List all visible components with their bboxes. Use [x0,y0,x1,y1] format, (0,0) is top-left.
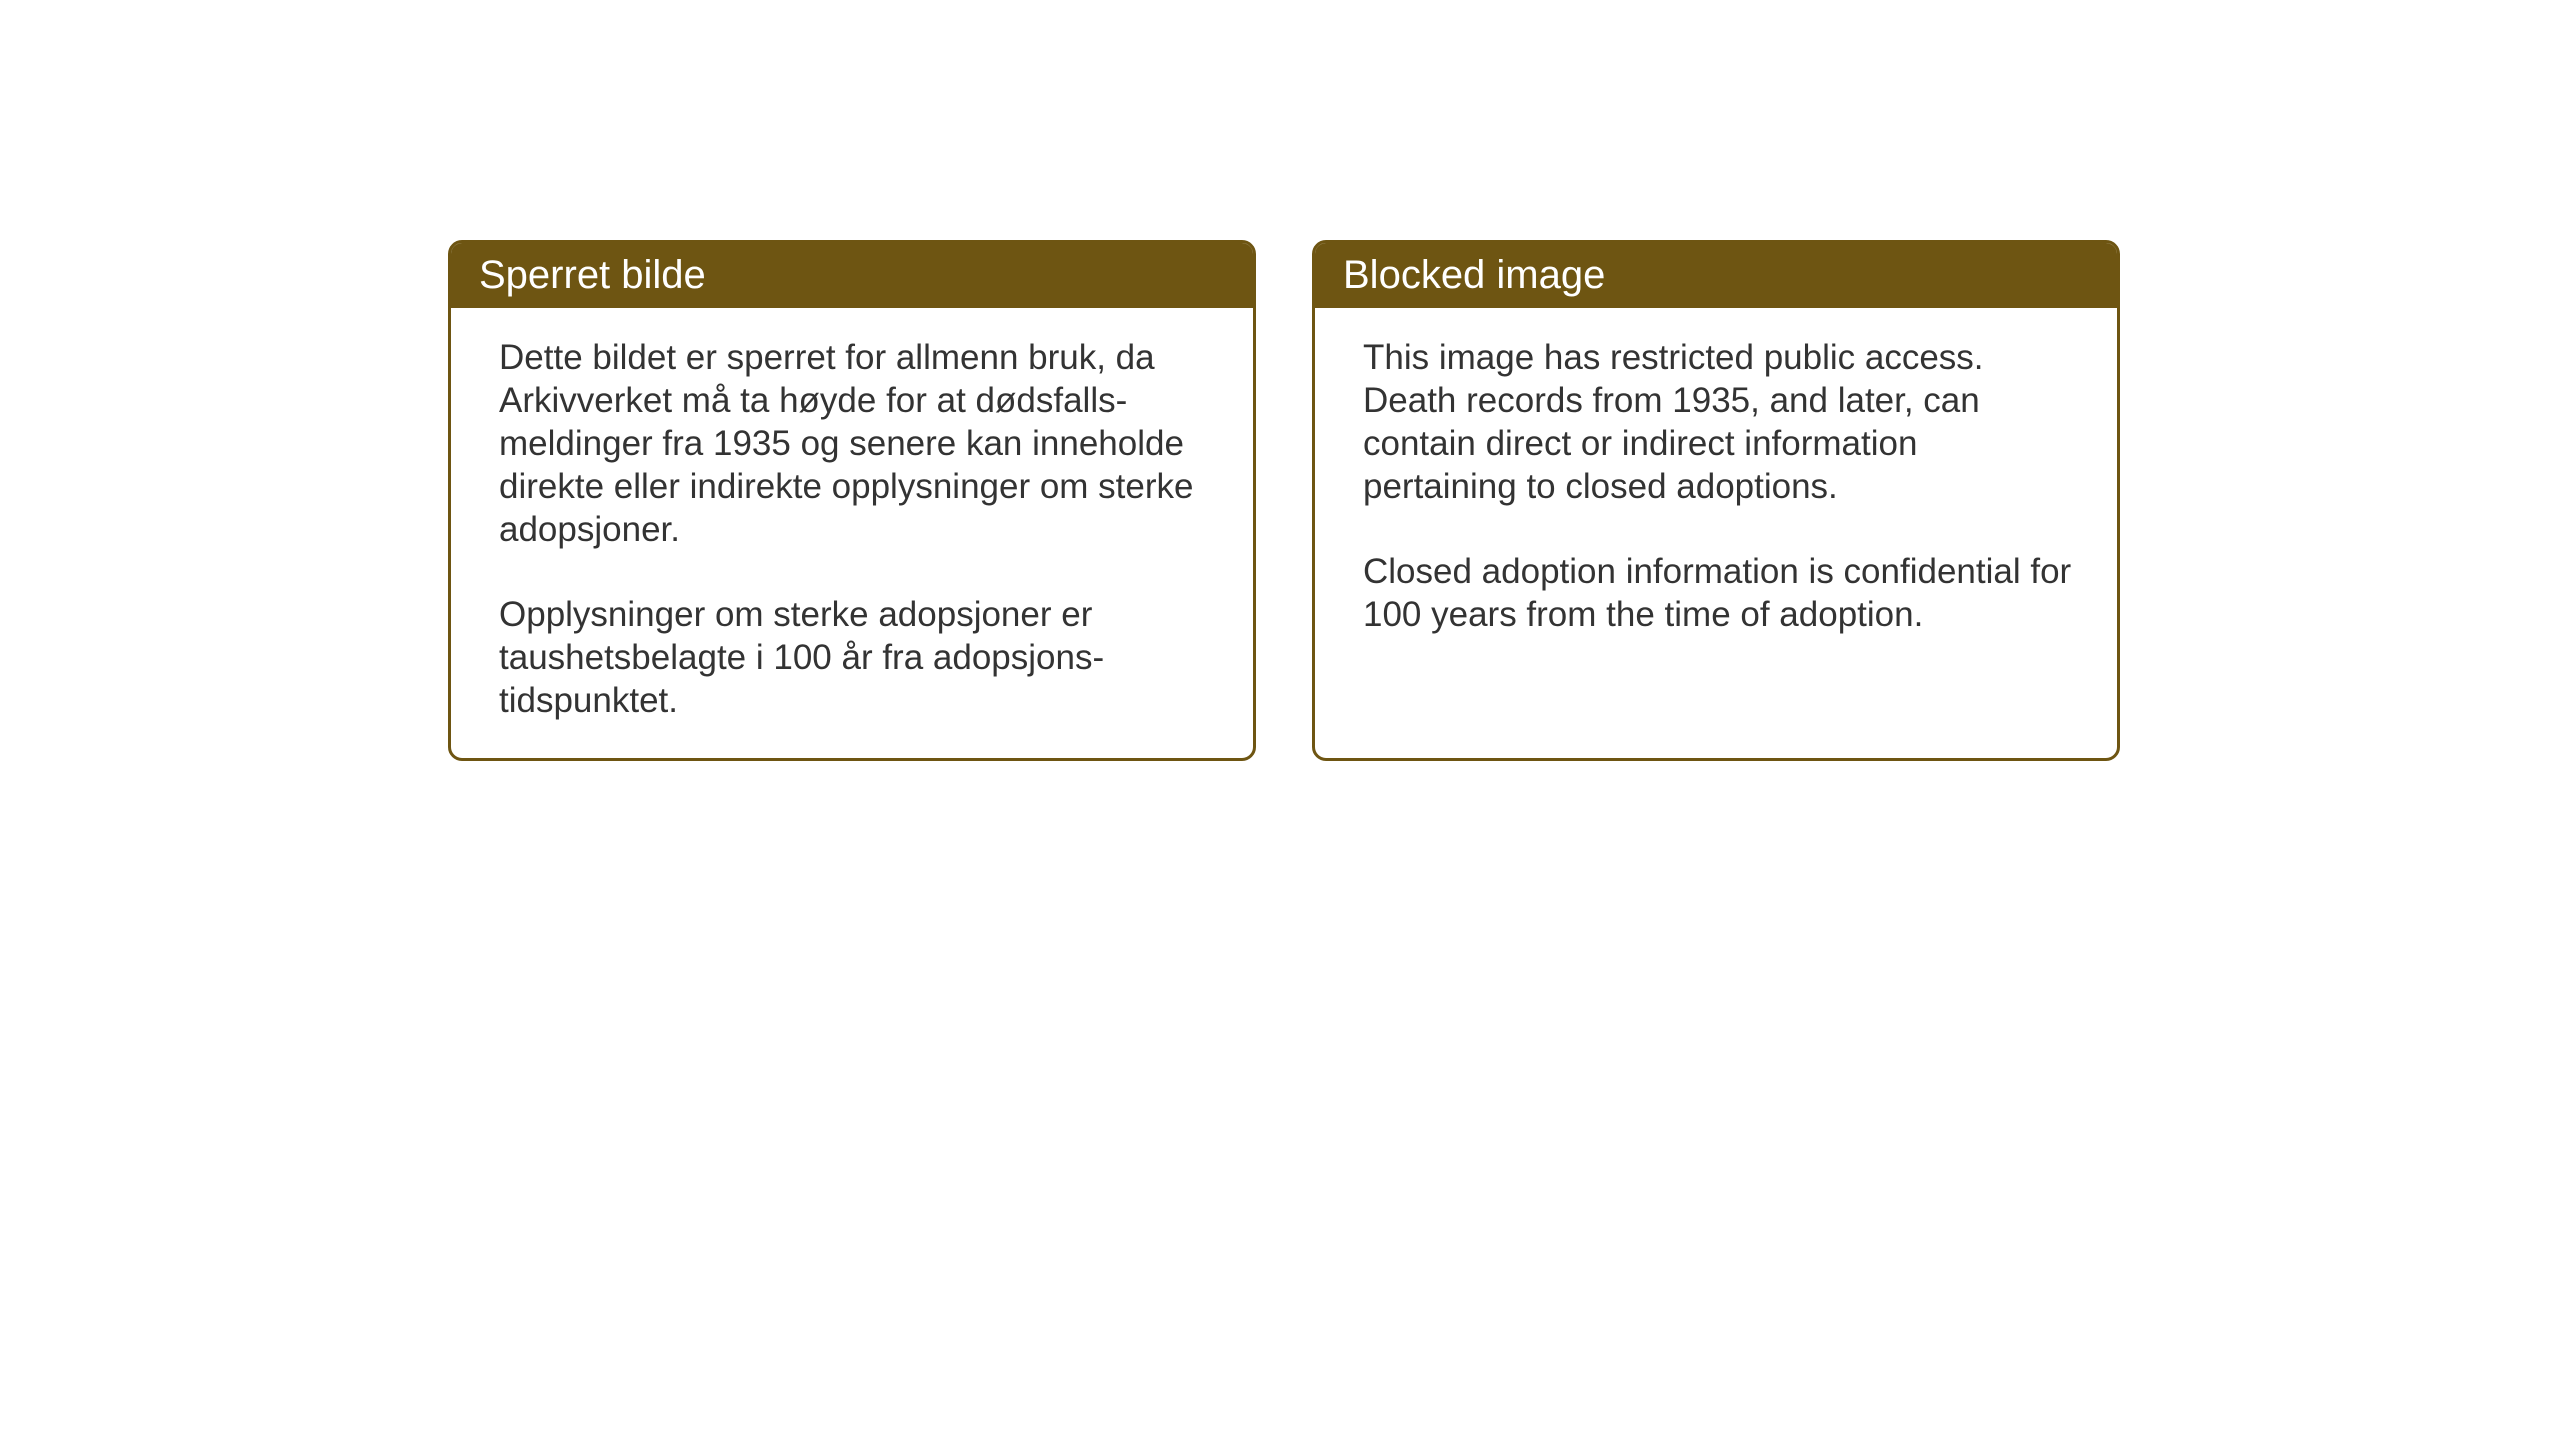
norwegian-paragraph-1: Dette bildet er sperret for allmenn bruk… [499,336,1213,551]
norwegian-paragraph-2: Opplysninger om sterke adopsjoner er tau… [499,593,1213,722]
english-card-title: Blocked image [1315,243,2117,308]
notice-container: Sperret bilde Dette bildet er sperret fo… [448,240,2120,761]
english-card-body: This image has restricted public access.… [1315,308,2117,672]
norwegian-card-title: Sperret bilde [451,243,1253,308]
norwegian-notice-card: Sperret bilde Dette bildet er sperret fo… [448,240,1256,761]
norwegian-card-body: Dette bildet er sperret for allmenn bruk… [451,308,1253,758]
english-paragraph-1: This image has restricted public access.… [1363,336,2077,508]
english-paragraph-2: Closed adoption information is confident… [1363,550,2077,636]
english-notice-card: Blocked image This image has restricted … [1312,240,2120,761]
